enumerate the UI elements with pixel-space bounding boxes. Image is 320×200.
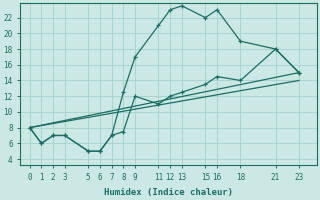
X-axis label: Humidex (Indice chaleur): Humidex (Indice chaleur)	[104, 188, 233, 197]
